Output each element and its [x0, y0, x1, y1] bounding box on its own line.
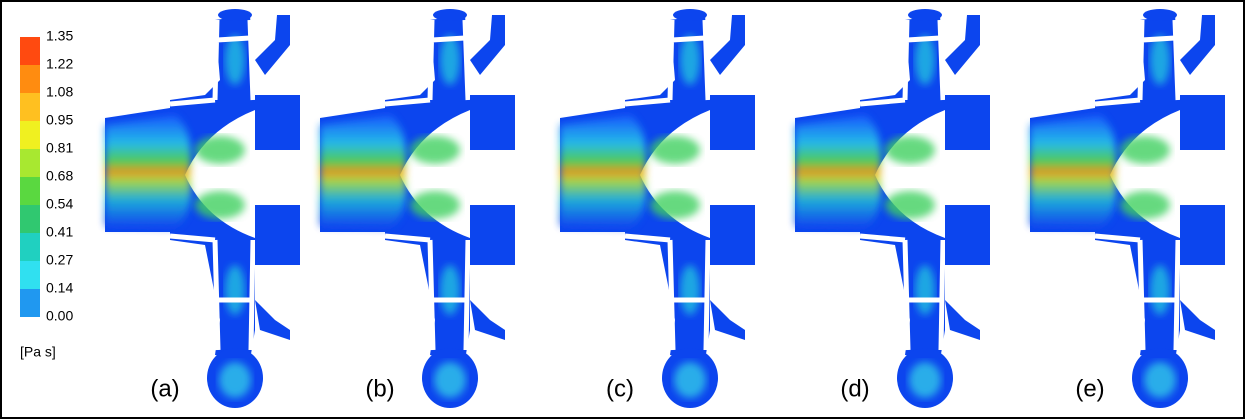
colorbar-label: 0.68 — [46, 168, 73, 184]
colorbar-band — [20, 149, 40, 177]
contour-plot — [560, 9, 755, 408]
colorbar-label: 0.54 — [46, 196, 73, 212]
colorbar-label: 0.00 — [46, 308, 73, 324]
colorbar-band — [20, 121, 40, 149]
colorbar-band — [20, 37, 40, 65]
colorbar-band — [20, 65, 40, 93]
colorbar-label: 1.08 — [46, 84, 73, 100]
panel-label: (d) — [840, 375, 869, 402]
panel-label: (e) — [1075, 375, 1104, 402]
panels: (a) (b) (c) (d) (e) — [105, 9, 1225, 408]
contour-plot — [320, 9, 515, 408]
colorbar-band — [20, 261, 40, 289]
contour-plot — [1030, 9, 1225, 408]
panel-label: (a) — [150, 375, 179, 402]
colorbar-label: 0.14 — [46, 280, 73, 296]
colorbar: 1.35 1.22 1.08 0.95 0.81 0.68 0.54 0.41 0.27 0.14… — [20, 28, 73, 324]
colorbar-label: 0.41 — [46, 224, 73, 240]
contour-plot — [795, 9, 990, 408]
colorbar-label: 1.22 — [46, 56, 73, 72]
panel-label: (b) — [365, 375, 394, 402]
colorbar-label: 0.95 — [46, 112, 73, 128]
panel-label: (c) — [606, 375, 634, 402]
contour-plot — [105, 9, 300, 408]
colorbar-band — [20, 233, 40, 261]
colorbar-band — [20, 93, 40, 121]
colorbar-label: 0.81 — [46, 140, 73, 156]
colorbar-band — [20, 177, 40, 205]
colorbar-label: 1.35 — [46, 28, 73, 44]
colorbar-band — [20, 205, 40, 233]
colorbar-unit: [Pa s] — [20, 344, 56, 360]
colorbar-band — [20, 289, 40, 317]
colorbar-label: 0.27 — [46, 252, 73, 268]
